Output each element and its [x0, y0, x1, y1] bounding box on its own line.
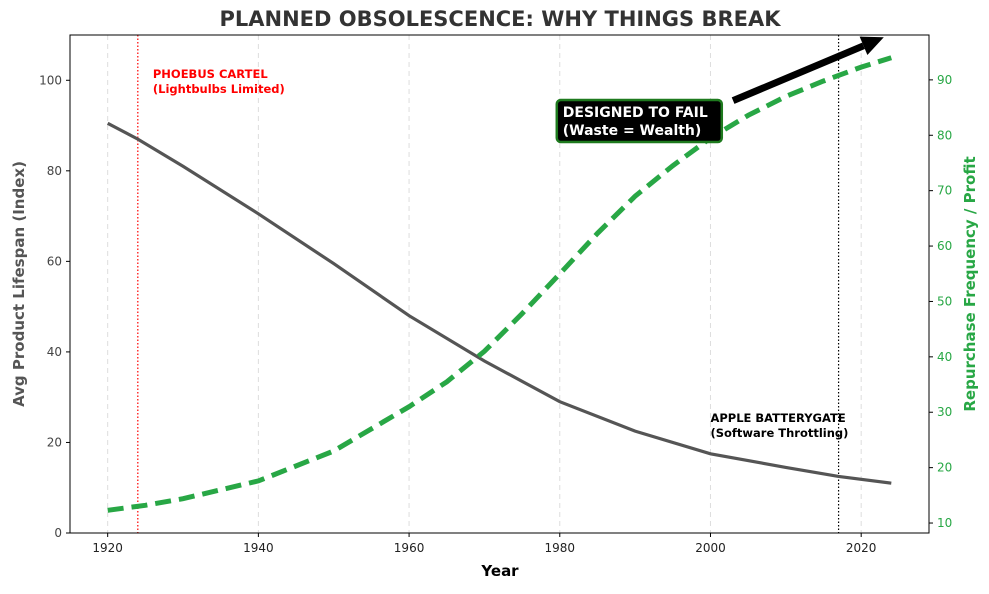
y-right-tick-label: 70 [937, 184, 952, 198]
y-right-tick-label: 50 [937, 294, 952, 308]
arrow-head [859, 36, 884, 56]
y-tick-label: 60 [47, 254, 62, 268]
x-tick-label: 1980 [545, 541, 576, 555]
lifespan-line [106, 121, 892, 485]
x-tick-label: 1940 [243, 541, 274, 555]
batterygate-annotation: APPLE BATTERYGATE [710, 411, 845, 425]
y-tick-label: 20 [47, 435, 62, 449]
y-right-tick-label: 10 [937, 516, 952, 530]
batterygate-annotation: (Software Throttling) [710, 426, 848, 440]
arrow-shaft [731, 42, 865, 104]
plot-frame [69, 34, 930, 534]
y-right-tick-label: 60 [937, 239, 952, 253]
x-tick-label: 2000 [695, 541, 726, 555]
phoebus-annotation: (Lightbulbs Limited) [153, 82, 285, 96]
annotation-box [555, 98, 724, 144]
y-axis-label: Avg Product Lifespan (Index) [10, 161, 28, 407]
annotation-text: DESIGNED TO FAIL [563, 105, 708, 121]
annotation-text: (Waste = Wealth) [563, 123, 702, 139]
y-tick-label: 80 [47, 164, 62, 178]
chart-title: PLANNED OBSOLESCENCE: WHY THINGS BREAK [219, 7, 781, 31]
x-axis-label: Year [480, 562, 519, 580]
y-right-tick-label: 40 [937, 350, 952, 364]
x-tick-label: 2020 [846, 541, 877, 555]
x-tick-label: 1920 [92, 541, 123, 555]
profit-line [107, 55, 893, 513]
phoebus-annotation: PHOEBUS CARTEL [153, 67, 268, 81]
x-tick-label: 1960 [394, 541, 425, 555]
y-right-axis-label: Repurchase Frequency / Profit [961, 156, 979, 411]
y-right-tick-label: 80 [937, 128, 952, 142]
y-right-tick-label: 30 [937, 405, 952, 419]
y-right-tick-label: 20 [937, 461, 952, 475]
y-tick-label: 40 [47, 345, 62, 359]
y-tick-label: 0 [54, 526, 62, 540]
y-tick-label: 100 [39, 73, 62, 87]
y-right-tick-label: 90 [937, 73, 952, 87]
